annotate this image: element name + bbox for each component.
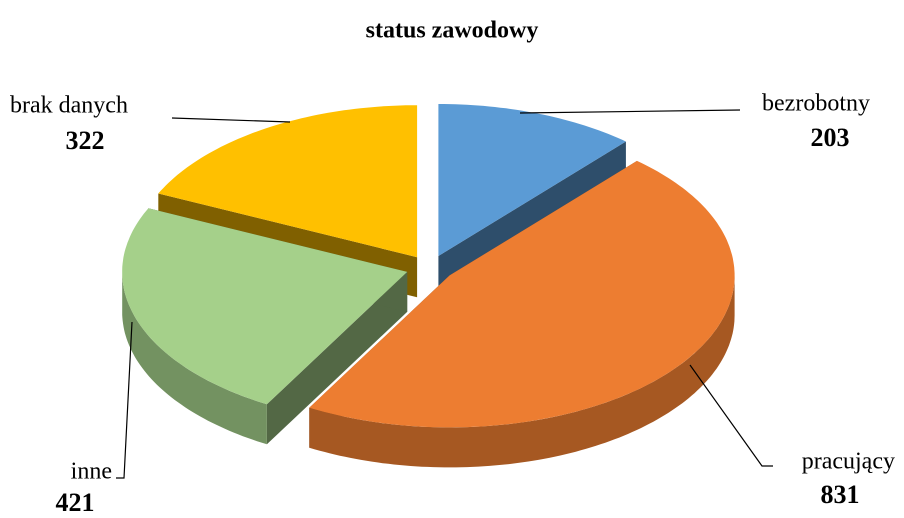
- slice-wall: [122, 271, 267, 445]
- slice-top: [158, 105, 418, 258]
- value-label: 421: [56, 488, 95, 517]
- leader-line: [116, 321, 133, 479]
- value-label: 203: [811, 123, 850, 152]
- leader-line: [689, 364, 773, 467]
- slice-label: inne: [71, 459, 112, 485]
- leader-line: [519, 109, 741, 114]
- pie-slice: [122, 208, 408, 445]
- value-label: 831: [821, 480, 860, 509]
- slice-side: [266, 271, 408, 445]
- pie: [122, 104, 735, 468]
- slice-top: [122, 208, 408, 405]
- pie-slice: [309, 160, 735, 468]
- leader-line: [171, 117, 291, 123]
- slice-label: brak danych: [10, 93, 128, 119]
- slice-top: [309, 160, 735, 428]
- slice-label: pracujący: [802, 449, 895, 475]
- chart-title: status zawodowy: [366, 18, 539, 44]
- slice-top: [438, 104, 626, 256]
- slice-wall: [309, 275, 735, 468]
- slice-label: bezrobotny: [762, 91, 870, 117]
- value-label: 322: [66, 126, 105, 155]
